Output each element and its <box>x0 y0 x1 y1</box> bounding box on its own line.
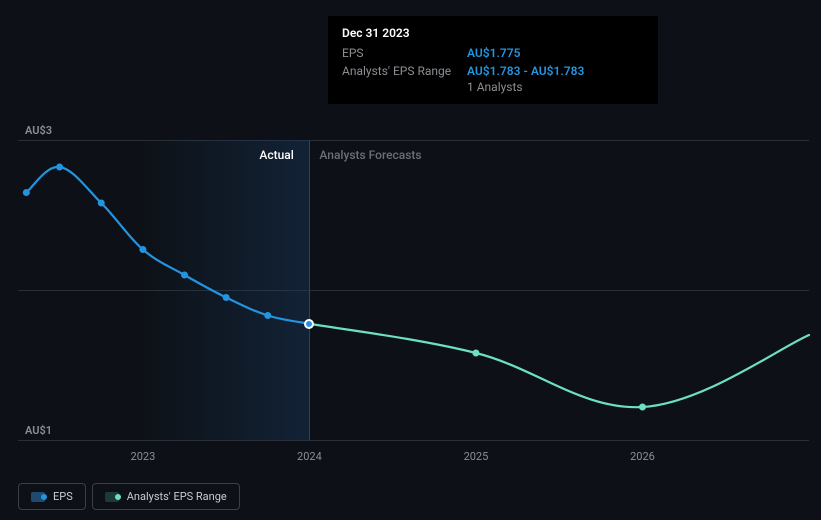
y-axis-label: AU$1 <box>25 424 52 437</box>
hover-marker <box>304 319 314 329</box>
chart-legend: EPS Analysts' EPS Range <box>18 483 240 510</box>
y-axis-label: AU$3 <box>25 124 52 137</box>
actual-period-shade <box>143 140 310 440</box>
x-axis-label: 2025 <box>464 450 489 463</box>
gridline <box>18 440 809 441</box>
tooltip-subtext: 1 Analysts <box>467 80 644 94</box>
legend-swatch-icon <box>31 492 45 502</box>
tooltip-date: Dec 31 2023 <box>342 26 644 40</box>
tooltip-label: Analysts' EPS Range <box>342 64 467 78</box>
tooltip-label: EPS <box>342 46 467 60</box>
tooltip-row: EPS AU$1.775 <box>342 44 644 62</box>
legend-swatch-icon <box>105 492 119 502</box>
x-axis-label: 2024 <box>297 450 322 463</box>
eps-chart: Dec 31 2023 EPS AU$1.775 Analysts' EPS R… <box>0 0 821 520</box>
legend-label: Analysts' EPS Range <box>127 490 227 503</box>
legend-item-range[interactable]: Analysts' EPS Range <box>92 483 240 510</box>
tooltip-row: Analysts' EPS Range AU$1.783 - AU$1.783 <box>342 62 644 80</box>
tooltip-value: AU$1.783 - AU$1.783 <box>467 64 584 78</box>
chart-tooltip: Dec 31 2023 EPS AU$1.775 Analysts' EPS R… <box>328 16 658 104</box>
actual-forecast-divider <box>309 140 310 440</box>
gridline <box>18 140 809 141</box>
x-axis-label: 2026 <box>630 450 655 463</box>
actual-section-label: Actual <box>259 148 293 162</box>
gridline <box>18 290 809 291</box>
legend-label: EPS <box>53 490 73 503</box>
tooltip-value: AU$1.775 <box>467 46 520 60</box>
legend-item-eps[interactable]: EPS <box>18 483 86 510</box>
forecast-section-label: Analysts Forecasts <box>319 148 421 162</box>
x-axis-label: 2023 <box>131 450 156 463</box>
